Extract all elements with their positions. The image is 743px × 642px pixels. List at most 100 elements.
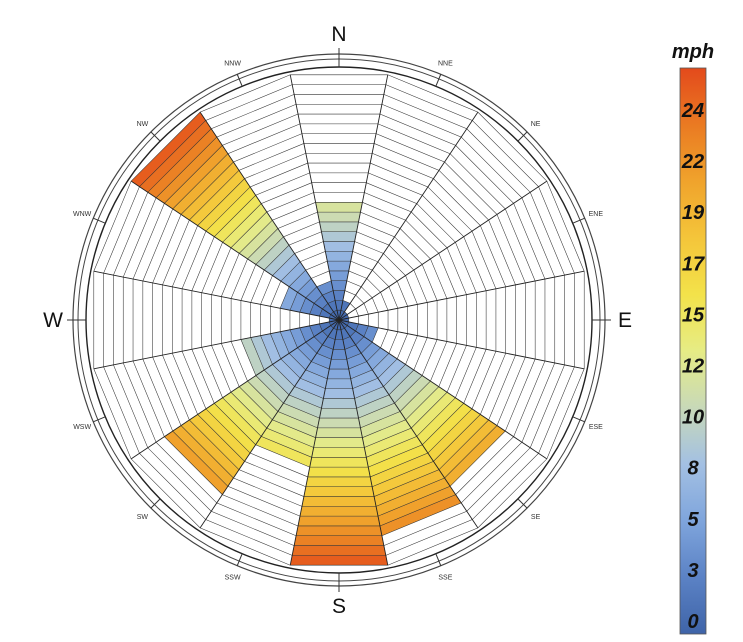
spoke-12 bbox=[93, 319, 340, 370]
spoke-4 bbox=[338, 270, 585, 321]
wedge-band-s-23 bbox=[292, 545, 386, 556]
colorbar-tick-label: 22 bbox=[681, 151, 704, 173]
wedge-band-s-18 bbox=[301, 496, 377, 507]
wedge-band-n-7 bbox=[323, 241, 355, 252]
wedge-band-nw-5 bbox=[289, 270, 312, 293]
direction-tick-ne bbox=[517, 131, 528, 142]
wedge-band-wnw-5 bbox=[280, 286, 298, 311]
wedge-band-n-9 bbox=[319, 221, 359, 232]
direction-tick-se bbox=[517, 498, 528, 509]
wedge-band-nw-10 bbox=[247, 228, 284, 265]
direction-tick-ssw bbox=[236, 553, 243, 566]
wedge-band-ssw-8 bbox=[289, 386, 324, 409]
wedge-band-s-5 bbox=[327, 369, 351, 379]
wedge-band-nw-6 bbox=[280, 261, 306, 287]
wedge-band-sse-3 bbox=[344, 344, 362, 360]
wedge-band-wsw-8 bbox=[250, 335, 273, 370]
wedge-band-nw-4 bbox=[297, 278, 317, 298]
wedge-band-wsw-6 bbox=[270, 331, 290, 359]
wedge-band-nnw-1 bbox=[327, 300, 338, 312]
wedge-band-sw-20 bbox=[164, 431, 228, 495]
wedge-band-nw-17 bbox=[189, 170, 245, 226]
wedge-band-s-4 bbox=[329, 359, 349, 370]
wedge-band-s-13 bbox=[311, 447, 367, 458]
wedge-band-s-3 bbox=[331, 349, 347, 360]
wedge-band-s-6 bbox=[325, 378, 353, 389]
wedge-band-ssw-5 bbox=[305, 361, 330, 379]
colorbar-tick-label: 10 bbox=[682, 407, 704, 429]
wedge-band-wsw-1 bbox=[319, 321, 331, 332]
direction-label-e: E bbox=[618, 309, 632, 332]
wedge-band-nw-8 bbox=[264, 245, 295, 276]
colorbar-title: mph bbox=[672, 41, 714, 63]
direction-tick-nw bbox=[150, 131, 161, 142]
wedge-band-ssw-9 bbox=[283, 394, 322, 419]
wedge-band-sse-14 bbox=[366, 436, 423, 468]
wedge-band-nnw-3 bbox=[316, 280, 334, 296]
colorbar-tick-label: 12 bbox=[682, 356, 704, 378]
wedge-band-sse-12 bbox=[362, 419, 412, 448]
wedge-band-se-16 bbox=[427, 408, 481, 462]
wedge-band-sse-13 bbox=[364, 428, 417, 458]
wedge-band-se-4 bbox=[361, 342, 381, 362]
spoke-5 bbox=[338, 319, 585, 370]
wedge-band-nw-11 bbox=[239, 220, 278, 259]
direction-label-nw: NW bbox=[137, 121, 149, 128]
wedge-band-ssw-13 bbox=[261, 428, 314, 458]
wedge-band-wnw-1 bbox=[319, 308, 331, 319]
wedge-band-nw-13 bbox=[222, 203, 267, 248]
wedge-band-sse-18 bbox=[374, 469, 445, 507]
wedge-band-n-4 bbox=[329, 270, 349, 281]
wedge-band-sw-18 bbox=[181, 420, 239, 478]
wedge-band-n-11 bbox=[315, 202, 363, 213]
colorbar-tick-label: 15 bbox=[682, 304, 705, 326]
direction-label-sse: SSE bbox=[438, 574, 452, 581]
wedge-band-n-2 bbox=[333, 290, 345, 301]
wedge-band-se-14 bbox=[416, 397, 464, 445]
wedge-band-sse-9 bbox=[356, 394, 395, 419]
wedge-band-sse-16 bbox=[370, 453, 434, 487]
wedge-band-sw-19 bbox=[172, 425, 234, 487]
colorbar-tick-label: 3 bbox=[687, 560, 698, 582]
wedge-band-sw-15 bbox=[205, 403, 256, 454]
wedge-band-s-21 bbox=[296, 525, 382, 536]
wedge-band-sse-5 bbox=[348, 361, 373, 379]
wedge-band-ssw-1 bbox=[327, 328, 338, 340]
wedge-band-se-8 bbox=[383, 364, 414, 395]
wedge-band-wsw-9 bbox=[240, 337, 265, 376]
direction-label-nnw: NNW bbox=[224, 61, 241, 68]
wedge-band-sse-1 bbox=[340, 328, 351, 340]
spoke-2 bbox=[338, 111, 479, 321]
wedge-band-sse-8 bbox=[354, 386, 389, 409]
wedge-band-nw-24 bbox=[131, 112, 206, 187]
wedge-band-sse-10 bbox=[358, 403, 401, 428]
colorbar-tick-label: 19 bbox=[682, 202, 705, 224]
direction-label-nne: NNE bbox=[438, 61, 453, 68]
wedge-band-wnw-3 bbox=[299, 297, 315, 315]
wedge-band-ne-0 bbox=[339, 311, 348, 320]
direction-tick-ese bbox=[572, 416, 585, 423]
wedge-band-sse-7 bbox=[352, 378, 384, 399]
wedge-band-nw-20 bbox=[164, 145, 228, 209]
direction-label-ssw: SSW bbox=[225, 574, 241, 581]
direction-label-ese: ESE bbox=[589, 424, 603, 431]
spoke-13 bbox=[93, 270, 340, 321]
colorbar-tick-label: 24 bbox=[681, 100, 704, 122]
wedge-band-sse-6 bbox=[350, 369, 378, 389]
direction-tick-sse bbox=[435, 553, 442, 566]
direction-tick-nnw bbox=[236, 74, 243, 87]
wedge-band-s-11 bbox=[315, 427, 363, 438]
wedge-band-sw-5 bbox=[289, 347, 312, 370]
wedge-band-ssw-11 bbox=[272, 411, 318, 438]
wedge-band-ese-3 bbox=[363, 325, 379, 343]
wedge-band-s-7 bbox=[323, 388, 355, 399]
wedge-band-s-24 bbox=[290, 555, 388, 566]
direction-label-s: S bbox=[332, 595, 346, 618]
wedge-band-sse-15 bbox=[368, 444, 428, 477]
wedge-band-nw-14 bbox=[214, 195, 262, 243]
wedge-band-nw-9 bbox=[255, 236, 289, 270]
wedge-band-ssw-6 bbox=[300, 369, 328, 389]
wedge-band-nw-18 bbox=[181, 162, 239, 220]
wedge-band-sw-14 bbox=[214, 397, 262, 445]
